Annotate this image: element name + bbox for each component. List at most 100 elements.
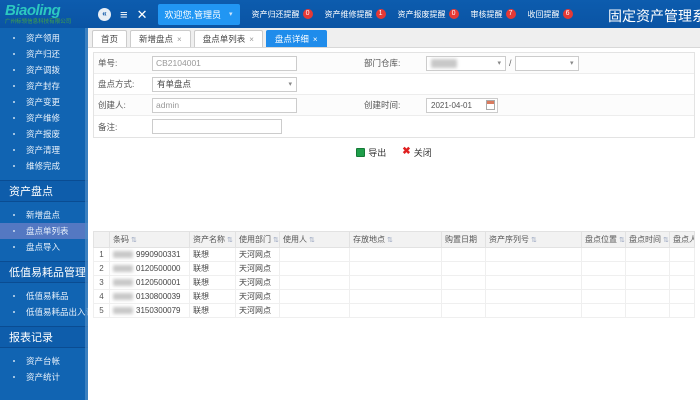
close-icon[interactable]: ×: [249, 34, 254, 44]
sidebar-item-consumables-log[interactable]: 低值易耗品出入记录: [0, 304, 88, 320]
top-bar: Biaoling 广州标领信息科技有限公司 « ≡ ✕ 欢迎您,管理员 ▾ 资产…: [0, 0, 700, 28]
tab-home[interactable]: 首页: [92, 30, 128, 47]
tab-inventory-detail[interactable]: 盘点详细 ×: [265, 30, 327, 47]
sidebar-item-asset-seal[interactable]: 资产封存: [0, 78, 88, 94]
sidebar-item-asset-scrap[interactable]: 资产报废: [0, 126, 88, 142]
notif-asset-scrap[interactable]: 资产报废提醒 0: [398, 9, 459, 20]
status-badge: 6: [562, 9, 573, 19]
col-inv-time[interactable]: 盘点时间 ⇅: [625, 231, 670, 248]
row-num: 1: [93, 247, 110, 262]
tab-new-inventory[interactable]: 新增盘点 ×: [130, 30, 191, 47]
sidebar-collapse-button[interactable]: «: [98, 7, 111, 21]
col-purchase-date[interactable]: 购置日期: [441, 231, 486, 248]
method-select-value: 有单盘点: [157, 79, 192, 89]
inv-time-cell: [625, 289, 670, 304]
inv-person-cell: [669, 303, 695, 318]
sidebar-item-new-inventory[interactable]: 新增盘点: [0, 207, 88, 223]
sidebar-item-repair-done[interactable]: 维修完成: [0, 158, 88, 174]
notif-asset-return[interactable]: 资产归还提醒 0: [252, 9, 313, 20]
sidebar-report-items: 资产台帐 资产统计: [0, 348, 88, 385]
menu-icon[interactable]: ≡: [120, 6, 128, 22]
table-row[interactable]: 4 0130800039 联想 天河网点: [93, 289, 695, 304]
col-barcode[interactable]: 条码 ⇅: [109, 231, 190, 248]
inv-pos-cell: [581, 261, 626, 276]
inv-pos-cell: [581, 303, 626, 318]
inv-time-cell: [625, 275, 670, 290]
inv-pos-cell: [581, 275, 626, 290]
chevron-down-icon: ▾: [570, 60, 574, 67]
notif-audit[interactable]: 审核提醒 7: [471, 9, 516, 20]
export-button[interactable]: 导出: [356, 146, 386, 159]
sidebar-section-reports[interactable]: 报表记录: [0, 326, 88, 348]
sidebar-item-inventory-import[interactable]: 盘点导入: [0, 239, 88, 255]
sidebar-item-asset-transfer[interactable]: 资产调拨: [0, 62, 88, 78]
use-dept-cell: 天河网点: [235, 303, 280, 318]
serial-cell: [485, 289, 582, 304]
table-row[interactable]: 1 9990900331 联想 天河网点: [93, 247, 695, 262]
table-row[interactable]: 2 0120500000 联想 天河网点: [93, 261, 695, 276]
sidebar-item-asset-repair[interactable]: 资产维修: [0, 110, 88, 126]
sidebar-section-inventory[interactable]: 资产盘点: [0, 180, 88, 202]
method-label: 盘点方式:: [98, 79, 135, 89]
calendar-icon[interactable]: [486, 100, 495, 110]
sidebar-item-asset-change[interactable]: 资产变更: [0, 94, 88, 110]
clear-tabs-icon[interactable]: ✕: [136, 6, 148, 22]
notif-recall[interactable]: 收回提醒 6: [528, 9, 573, 20]
table-row[interactable]: 5 3150300079 联想 天河网点: [93, 303, 695, 318]
created-time-label: 创建时间:: [364, 100, 401, 110]
status-badge: 1: [375, 9, 386, 19]
user-menu-button[interactable]: 欢迎您,管理员 ▾: [157, 3, 240, 25]
sidebar-item-inventory-list[interactable]: 盘点单列表: [0, 223, 88, 239]
user-cell: [279, 275, 350, 290]
chevron-down-icon: ▾: [229, 11, 233, 18]
store-select[interactable]: ▾: [514, 55, 579, 71]
asset-name-cell: 联想: [189, 261, 236, 276]
dept-select[interactable]: ▾: [426, 55, 506, 71]
serial-input[interactable]: [152, 55, 297, 71]
status-badge: 7: [505, 9, 516, 19]
created-date-input[interactable]: 2021-04-01: [426, 97, 498, 113]
sidebar-item-consumables[interactable]: 低值易耗品: [0, 288, 88, 304]
notif-label: 审核提醒: [470, 9, 503, 19]
close-button[interactable]: ✖ 关闭: [402, 146, 431, 159]
close-icon[interactable]: ×: [177, 34, 182, 44]
logo-block: Biaoling 广州标领信息科技有限公司: [0, 3, 98, 25]
inv-person-cell: [669, 289, 695, 304]
tab-inventory-list[interactable]: 盘点单列表 ×: [193, 30, 263, 47]
separator: /: [509, 58, 512, 68]
serial-cell: [485, 247, 582, 262]
sidebar-item-asset-use[interactable]: 资产领用: [0, 30, 88, 46]
form-row: 创建人: 创建时间: 2021-04-01: [94, 95, 694, 116]
close-icon[interactable]: ×: [312, 34, 318, 44]
sidebar-item-asset-return[interactable]: 资产归还: [0, 46, 88, 62]
sidebar-item-asset-ledger[interactable]: 资产台帐: [0, 353, 88, 369]
use-dept-cell: 天河网点: [235, 275, 280, 290]
remark-input[interactable]: [152, 119, 282, 134]
company-name: 广州标领信息科技有限公司: [5, 19, 72, 25]
col-user[interactable]: 使用人 ⇅: [279, 231, 350, 248]
redacted-text: [431, 58, 457, 68]
col-location[interactable]: 存放地点 ⇅: [349, 231, 442, 248]
sidebar-item-asset-stats[interactable]: 资产统计: [0, 369, 88, 385]
sidebar-section-consumables[interactable]: 低值易耗品管理: [0, 261, 88, 283]
barcode-cell: 3150300079: [109, 303, 190, 318]
sidebar-item-asset-clean[interactable]: 资产清理: [0, 142, 88, 158]
col-inv-pos[interactable]: 盘点位置 ⇅: [581, 231, 626, 248]
col-serial-no[interactable]: 资产序列号 ⇅: [485, 231, 582, 248]
col-inv-person[interactable]: 盘点人⇅: [669, 231, 695, 248]
status-badge: 0: [448, 9, 459, 19]
inv-time-cell: [625, 261, 670, 276]
creator-input[interactable]: [152, 97, 297, 113]
method-select[interactable]: 有单盘点 ▾: [152, 76, 297, 92]
row-num: 2: [93, 261, 110, 276]
col-use-dept[interactable]: 使用部门 ⇅: [235, 231, 280, 248]
col-asset-name[interactable]: 资产名称 ⇅: [189, 231, 236, 248]
created-date-value: 2021-04-01: [431, 100, 472, 110]
notif-asset-repair[interactable]: 资产维修提醒 1: [325, 9, 386, 20]
table-row[interactable]: 3 0120500001 联想 天河网点: [93, 275, 695, 290]
use-dept-cell: 天河网点: [235, 247, 280, 262]
barcode-cell: 0120500001: [109, 275, 190, 290]
user-cell: [279, 289, 350, 304]
sort-icon: ⇅: [531, 237, 537, 244]
tab-label: 新增盘点: [139, 34, 174, 44]
